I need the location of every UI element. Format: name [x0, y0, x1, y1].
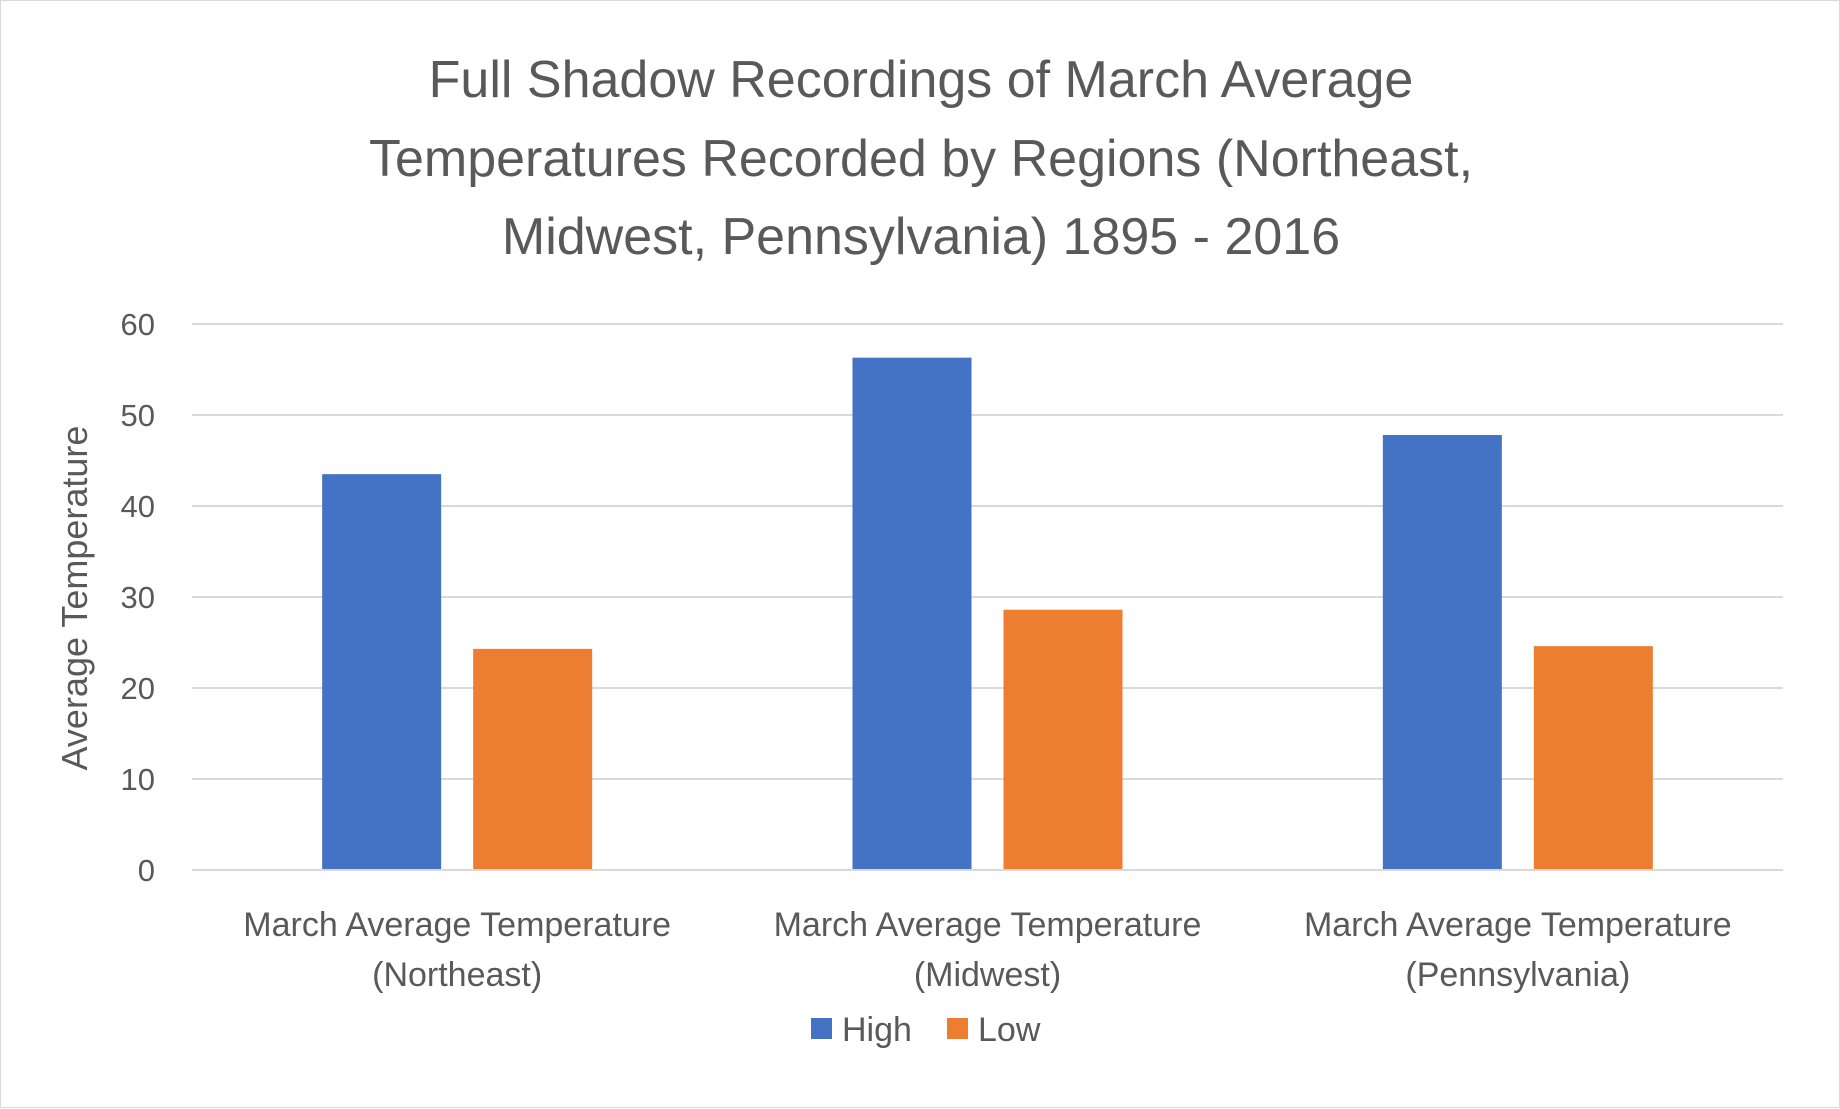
chart-title-line-1: Full Shadow Recordings of March Average: [429, 51, 1414, 109]
y-tick-label: 20: [121, 671, 155, 706]
y-tick-label: 0: [138, 853, 155, 888]
chart-title: Full Shadow Recordings of March Average …: [369, 51, 1473, 266]
bar-high-2: [1382, 435, 1502, 870]
chart-title-line-3: Midwest, Pennsylvania) 1895 - 2016: [502, 208, 1340, 266]
legend-label-high: High: [842, 1011, 912, 1049]
x-category-label: March Average Temperature: [774, 906, 1202, 944]
bar-high-0: [322, 474, 442, 870]
x-axis-category-labels: March Average Temperature (Northeast) Marc…: [243, 906, 1731, 994]
y-axis-tick-labels: 0 10 20 30 40 50 60: [121, 307, 155, 888]
y-tick-label: 50: [121, 398, 155, 433]
x-category-label: March Average Temperature: [243, 906, 671, 944]
bar-low-0: [473, 648, 593, 870]
gridlines: [192, 323, 1783, 780]
y-axis-title: Average Temperature: [54, 426, 95, 771]
x-category-label: March Average Temperature: [1304, 906, 1732, 944]
legend-swatch-low: [947, 1018, 968, 1039]
legend-swatch-high: [811, 1018, 832, 1039]
legend: High Low: [811, 1011, 1041, 1049]
x-category-label: (Pennsylvania): [1405, 956, 1630, 994]
bar-low-2: [1533, 646, 1653, 870]
y-tick-label: 40: [121, 489, 155, 524]
y-tick-label: 60: [121, 307, 155, 342]
x-category-label: (Midwest): [914, 956, 1061, 994]
bar-low-1: [1003, 609, 1123, 870]
bars: [322, 357, 1653, 870]
y-tick-label: 30: [121, 580, 155, 615]
y-tick-label: 10: [121, 762, 155, 797]
x-category-label: (Northeast): [372, 956, 542, 994]
chart-title-line-2: Temperatures Recorded by Regions (Northe…: [369, 130, 1473, 188]
bar-high-1: [852, 357, 972, 870]
legend-label-low: Low: [978, 1011, 1041, 1049]
